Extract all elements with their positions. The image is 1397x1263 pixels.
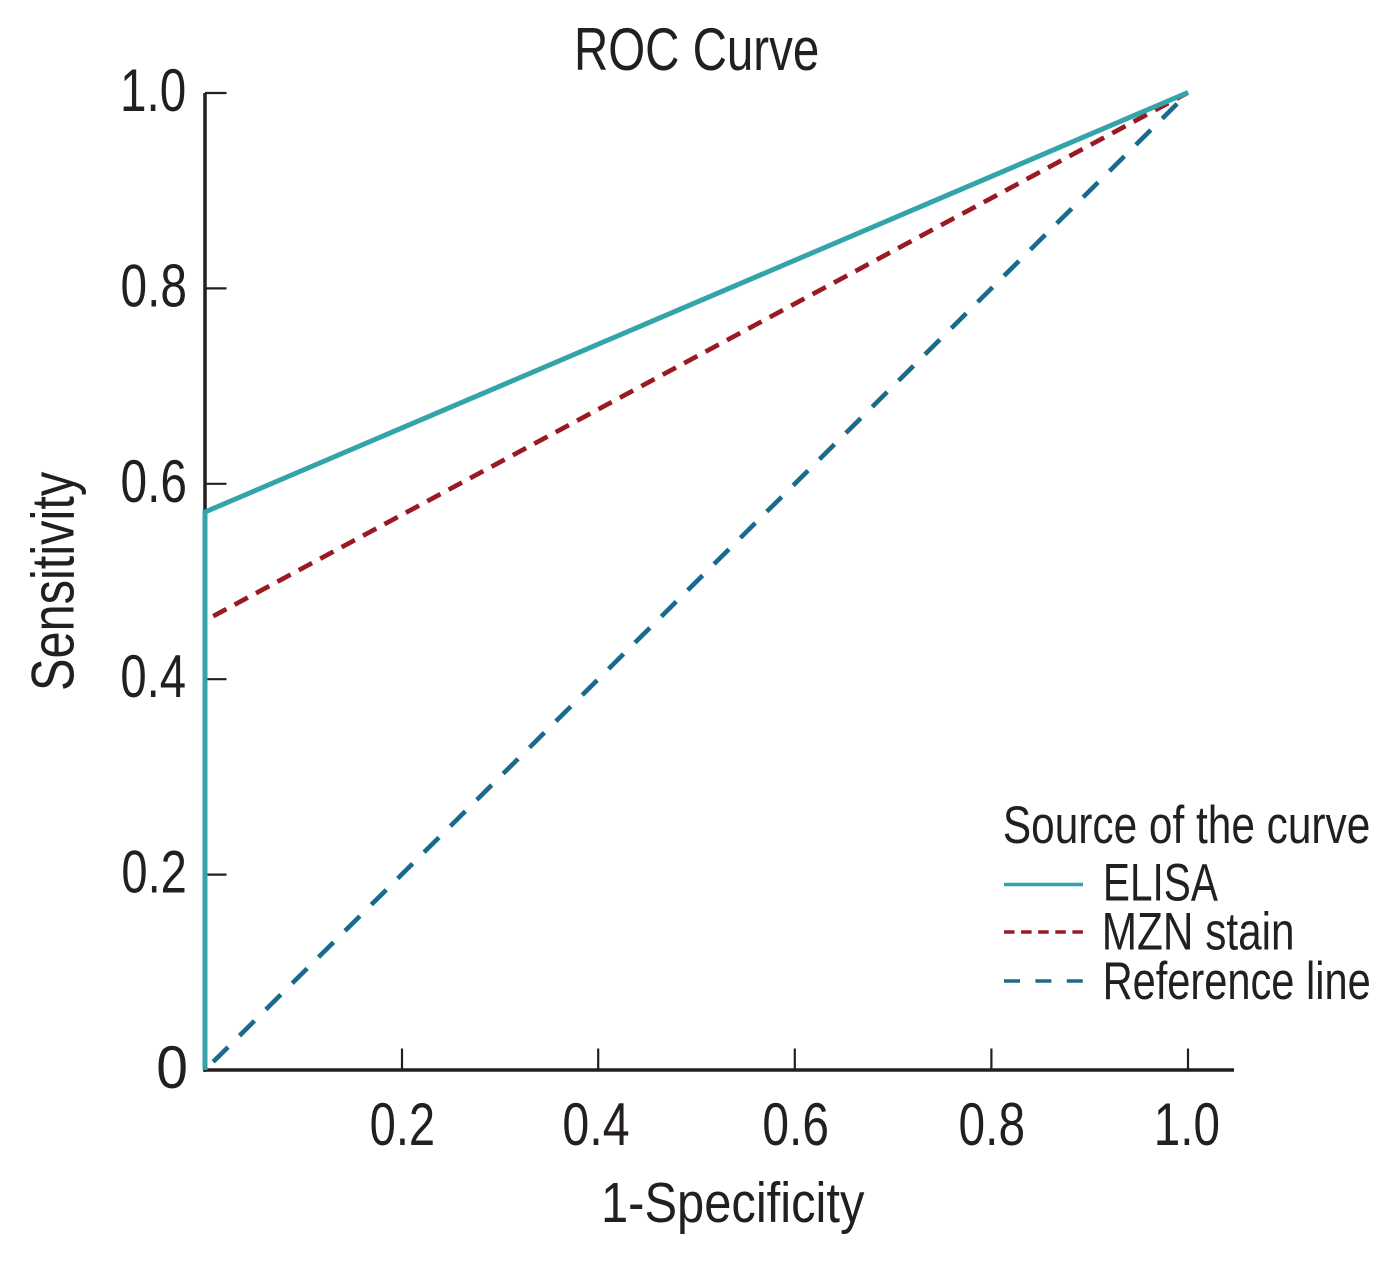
svg-text:0.6: 0.6: [762, 1090, 829, 1158]
svg-text:0.8: 0.8: [959, 1090, 1026, 1158]
svg-text:1.0: 1.0: [1154, 1090, 1220, 1158]
svg-text:1.0: 1.0: [120, 56, 186, 124]
svg-text:Reference line: Reference line: [1103, 952, 1371, 1011]
svg-text:ELISA: ELISA: [1103, 854, 1218, 913]
svg-text:Sensitivity: Sensitivity: [19, 471, 87, 691]
svg-text:0.6: 0.6: [121, 447, 188, 515]
svg-text:0: 0: [156, 1033, 188, 1101]
svg-text:0.4: 0.4: [562, 1090, 629, 1158]
svg-text:Source of the curve: Source of the curve: [1003, 796, 1370, 855]
svg-text:MZN stain: MZN stain: [1102, 902, 1295, 961]
svg-text:0.2: 0.2: [121, 838, 187, 906]
svg-text:0.4: 0.4: [120, 642, 186, 710]
svg-text:0.2: 0.2: [370, 1090, 436, 1158]
svg-text:0.8: 0.8: [121, 251, 188, 319]
svg-text:ROC Curve: ROC Curve: [574, 15, 819, 83]
svg-text:1-Specificity: 1-Specificity: [601, 1171, 865, 1234]
